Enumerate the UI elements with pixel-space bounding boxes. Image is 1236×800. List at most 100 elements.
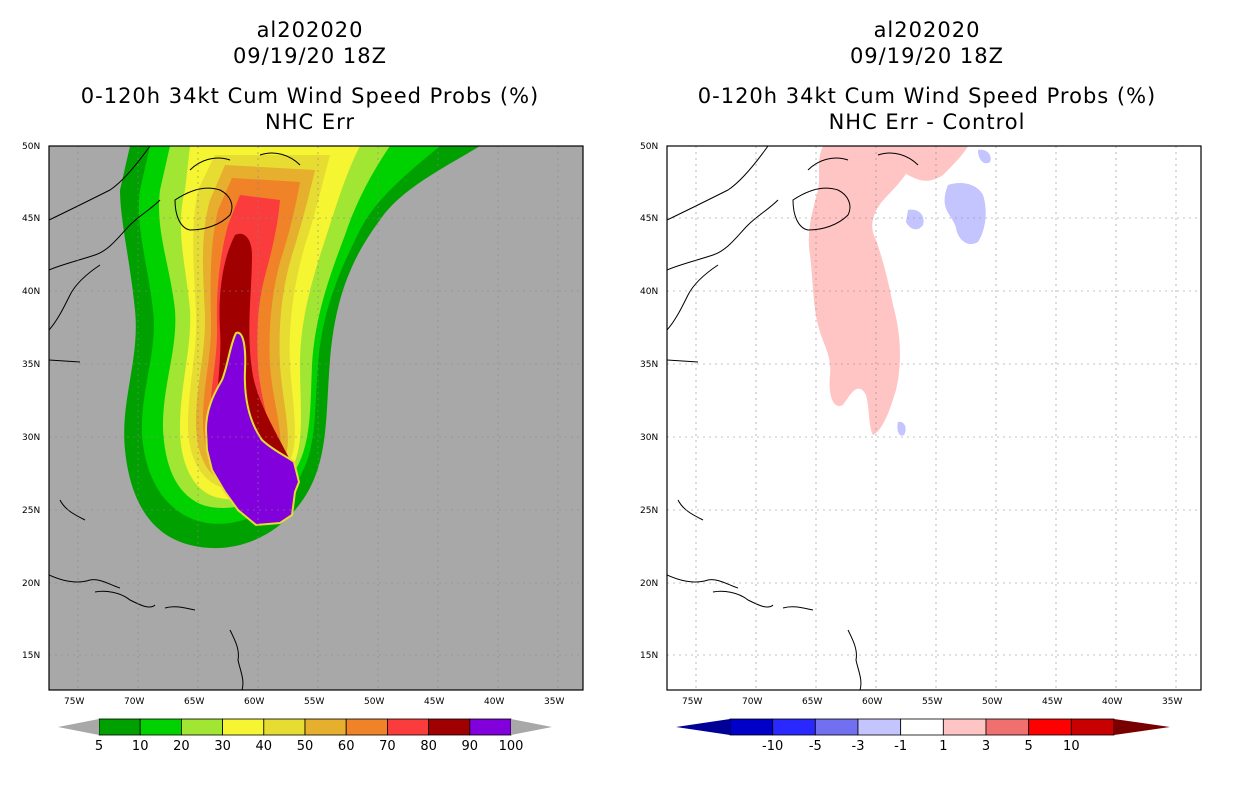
diff-positive-region — [888, 146, 968, 181]
lon-label: 60W — [244, 697, 264, 707]
right-title: al202020 09/19/20 18Z 0-120h 34kt Cum Wi… — [657, 17, 1197, 135]
colorbar-cell — [942, 718, 987, 736]
colorbar-cell — [304, 718, 347, 736]
left-lon-labels: 75W 70W 65W 60W 55W 50W 45W 40W 35W — [64, 697, 564, 707]
lat-label: 25N — [640, 506, 658, 516]
lon-label: 45W — [1042, 697, 1062, 707]
colorbar-label: 90 — [462, 739, 479, 754]
diff-negative-region — [897, 421, 906, 436]
colorbar-label: -10 — [762, 739, 783, 754]
lat-label: 15N — [22, 651, 40, 661]
lon-label: 50W — [982, 697, 1002, 707]
left-title: al202020 09/19/20 18Z 0-120h 34kt Cum Wi… — [40, 17, 580, 135]
colorbar-label: 5 — [95, 739, 103, 754]
left-lat-labels: 50N 45N 40N 35N 30N 25N 20N 15N — [22, 142, 40, 661]
colorbar-cell — [814, 718, 859, 736]
lon-label: 70W — [742, 697, 762, 707]
lon-label: 65W — [802, 697, 822, 707]
colorbar-label: 20 — [173, 739, 190, 754]
colorbar-label: 60 — [338, 739, 355, 754]
colorbar-cell — [222, 718, 265, 736]
right-colorbar: -10 -5 -3 -1 1 3 5 10 — [676, 718, 1170, 754]
colorbar-label: 10 — [132, 739, 149, 754]
left-product: 0-120h 34kt Cum Wind Speed Probs (%) — [80, 84, 540, 108]
colorbar-low-arrow — [676, 719, 730, 735]
left-subtitle: NHC Err — [264, 110, 355, 134]
colorbar-label: 40 — [256, 739, 273, 754]
right-coastlines — [667, 146, 919, 690]
lat-label: 40N — [22, 287, 40, 297]
lat-label: 50N — [640, 142, 658, 152]
colorbar-cell — [345, 718, 388, 736]
colorbar-high-arrow — [1114, 719, 1170, 735]
left-storm-id: al202020 — [256, 18, 364, 42]
lon-label: 50W — [364, 697, 384, 707]
lon-label: 60W — [862, 697, 882, 707]
colorbar-cell — [139, 718, 182, 736]
colorbar-cell — [1028, 718, 1072, 736]
colorbar-label: 80 — [420, 739, 437, 754]
colorbar-label: -1 — [894, 739, 907, 754]
colorbar-cell — [469, 718, 512, 736]
colorbar-cell — [180, 718, 223, 736]
right-map: 50N 45N 40N 35N 30N 25N 20N 15N 75W 70W … — [640, 142, 1202, 707]
colorbar-cell — [729, 718, 774, 736]
lon-label: 75W — [682, 697, 702, 707]
lon-label: 70W — [124, 697, 144, 707]
right-datetime: 09/19/20 18Z — [849, 44, 1005, 68]
lon-label: 40W — [484, 697, 504, 707]
colorbar-label: 100 — [499, 739, 524, 754]
right-lat-labels: 50N 45N 40N 35N 30N 25N 20N 15N — [640, 142, 658, 661]
contour-100 — [204, 331, 301, 527]
colorbar-label: 5 — [1025, 739, 1033, 754]
colorbar-label: 50 — [297, 739, 314, 754]
lat-label: 35N — [22, 360, 40, 370]
lat-label: 15N — [640, 651, 658, 661]
colorbar-cell — [985, 718, 1030, 736]
left-gridlines — [49, 146, 583, 690]
lat-label: 40N — [640, 287, 658, 297]
diff-negative-region — [906, 209, 924, 230]
right-product: 0-120h 34kt Cum Wind Speed Probs (%) — [697, 84, 1157, 108]
colorbar-label: -3 — [852, 739, 865, 754]
colorbar-cell — [857, 718, 902, 736]
colorbar-cell — [386, 718, 429, 736]
lon-label: 45W — [424, 697, 444, 707]
colorbar-cell — [772, 718, 816, 736]
lon-label: 75W — [64, 697, 84, 707]
left-colorbar: 5 10 20 30 40 50 60 70 80 90 100 — [58, 718, 552, 754]
lat-label: 30N — [22, 433, 40, 443]
colorbar-cell — [263, 718, 306, 736]
right-subtitle: NHC Err - Control — [828, 110, 1026, 134]
colorbar-label: -5 — [809, 739, 822, 754]
right-storm-id: al202020 — [873, 18, 981, 42]
lon-label: 35W — [1162, 697, 1182, 707]
lat-label: 30N — [640, 433, 658, 443]
left-map: 50N 45N 40N 35N 30N 25N 20N 15N 75W 70W … — [22, 142, 584, 707]
lon-label: 55W — [922, 697, 942, 707]
lat-label: 20N — [22, 579, 40, 589]
colorbar-low-arrow — [58, 719, 99, 735]
colorbar-label: 70 — [379, 739, 396, 754]
lat-label: 35N — [640, 360, 658, 370]
lon-label: 35W — [544, 697, 564, 707]
colorbar-label: 30 — [214, 739, 231, 754]
diff-negative-region — [978, 149, 991, 164]
colorbar-label: 3 — [982, 739, 990, 754]
left-map-border — [48, 145, 584, 691]
right-map-border — [666, 145, 1202, 691]
lon-label: 65W — [184, 697, 204, 707]
lon-label: 55W — [304, 697, 324, 707]
right-map-background — [667, 146, 1201, 690]
right-lon-labels: 75W 70W 65W 60W 55W 50W 45W 40W 35W — [682, 697, 1182, 707]
lat-label: 45N — [22, 214, 40, 224]
left-coastlines — [49, 146, 301, 690]
left-probability-contours — [120, 146, 480, 549]
colorbar-cell — [1070, 718, 1115, 736]
colorbar-label: 1 — [939, 739, 947, 754]
colorbar-cell — [98, 718, 141, 736]
lon-label: 40W — [1102, 697, 1122, 707]
right-gridlines — [667, 146, 1201, 690]
colorbar-label: 10 — [1063, 739, 1080, 754]
lat-label: 20N — [640, 579, 658, 589]
